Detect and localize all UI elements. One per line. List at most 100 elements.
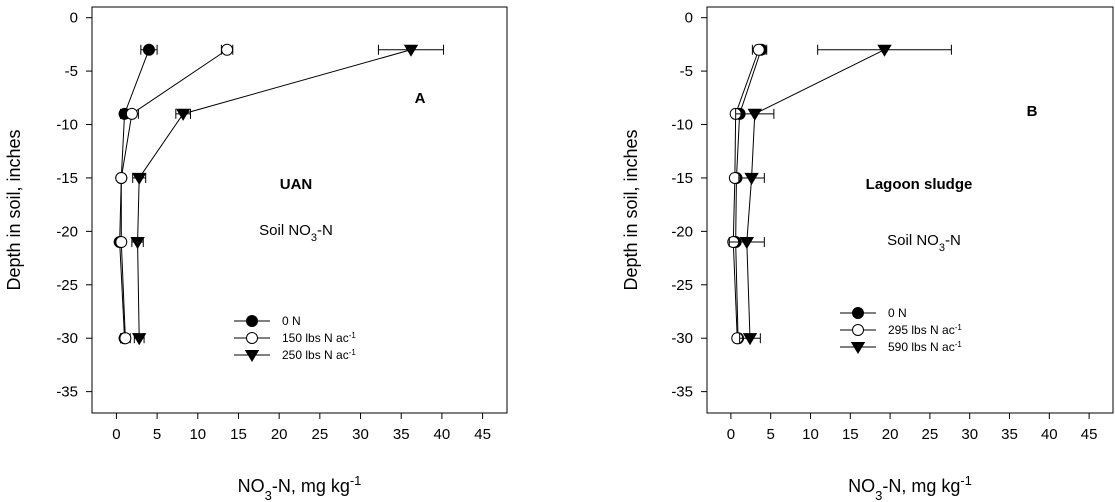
y-tick-label: -5: [65, 63, 78, 80]
y-tick-label: -35: [671, 384, 693, 401]
x-tick-label: 45: [1081, 426, 1098, 443]
y-axis-title: Depth in soil, inches: [621, 129, 641, 290]
legend: 0 N 150 lbs N ac-1 250 lbs N ac-1: [234, 314, 356, 363]
subscript: 3: [939, 242, 945, 254]
subscript: 3: [265, 488, 272, 502]
x-tick-label: 45: [474, 426, 491, 443]
data-point: [877, 44, 892, 57]
y-tick-label: 0: [70, 10, 78, 27]
series-1: [113, 43, 158, 345]
y-tick-label: -35: [56, 384, 78, 401]
superscript: -1: [955, 323, 963, 332]
series-line: [746, 49, 885, 339]
legend-marker: [850, 341, 866, 355]
x-tick-label: 5: [153, 426, 161, 443]
data-point: [131, 333, 147, 346]
data-point: [175, 108, 191, 121]
legend-marker: [852, 307, 864, 319]
x-tick-label: 5: [767, 426, 775, 443]
text-run: -N: [945, 232, 961, 249]
text-run: NO: [848, 476, 875, 496]
subscript: 3: [875, 488, 882, 502]
text-run: -N, mg kg: [882, 476, 960, 496]
data-point: [115, 236, 128, 249]
legend-label: 0 N: [888, 306, 907, 320]
text-run: 250 lbs N ac: [282, 348, 349, 362]
superscript: -1: [350, 473, 362, 488]
x-axis-title: NO3-N, mg kg-1: [238, 473, 362, 502]
annotation-text: Soil NO3-N: [259, 222, 333, 244]
y-tick-label: 0: [685, 10, 693, 27]
text-run: -N: [317, 222, 333, 239]
y-tick-label: -15: [56, 170, 78, 187]
treatment-title: Lagoon sludge: [866, 176, 973, 193]
y-tick-label: -10: [671, 117, 693, 134]
legend-label: 150 lbs N ac-1: [282, 331, 356, 346]
y-tick-label: -20: [671, 223, 693, 240]
text-run: Soil NO: [259, 222, 311, 239]
data-point: [130, 237, 145, 250]
data-point: [115, 171, 128, 184]
x-tick-label: 20: [271, 426, 288, 443]
subscript: 3: [311, 232, 317, 244]
legend-label: 250 lbs N ac-1: [282, 348, 356, 363]
text-run: Soil NO: [887, 232, 939, 249]
x-tick-label: 15: [230, 426, 247, 443]
x-tick-label: 10: [802, 426, 819, 443]
x-tick-label: 20: [882, 426, 899, 443]
y-axis-title: Depth in soil, inches: [4, 129, 24, 290]
legend-marker: [852, 324, 864, 336]
y-tick-label: -5: [680, 63, 693, 80]
data-point: [131, 172, 147, 185]
superscript: -1: [349, 331, 357, 340]
data-point: [742, 333, 758, 346]
x-tick-label: 10: [189, 426, 206, 443]
panel-letter: A: [415, 90, 426, 107]
series-3: [728, 44, 952, 346]
series-line: [119, 49, 150, 339]
text-run: NO: [238, 476, 265, 496]
x-tick-label: 40: [434, 426, 451, 443]
panel-letter: B: [1027, 103, 1038, 120]
y-tick-label: -15: [671, 170, 693, 187]
x-tick-label: 0: [112, 426, 120, 443]
y-tick-label: -25: [56, 277, 78, 294]
superscript: -1: [955, 340, 963, 349]
plot-frame: [91, 6, 508, 414]
y-tick-label: -10: [56, 117, 78, 134]
superscript: -1: [349, 348, 357, 357]
data-point: [125, 107, 138, 120]
y-tick-label: -30: [671, 330, 693, 347]
x-tick-label: 25: [922, 426, 939, 443]
data-point: [142, 43, 155, 56]
data-point: [119, 332, 132, 345]
x-tick-label: 35: [1001, 426, 1018, 443]
x-tick-label: 40: [1041, 426, 1058, 443]
legend-label: 295 lbs N ac-1: [888, 323, 962, 338]
series-line: [137, 49, 412, 339]
x-tick-label: 0: [727, 426, 735, 443]
y-tick-label: -20: [56, 223, 78, 240]
series-2: [727, 43, 766, 345]
y-tick-label: -25: [671, 277, 693, 294]
data-point: [739, 237, 755, 250]
data-point: [221, 43, 234, 56]
y-tick-label: -30: [56, 330, 78, 347]
plot-frame: [706, 6, 1114, 414]
text-run: 590 lbs N ac: [888, 340, 955, 354]
text-run: -N, mg kg: [272, 476, 350, 496]
legend-marker: [246, 315, 258, 327]
series-3: [130, 44, 445, 346]
data-point: [744, 172, 759, 185]
series-line: [120, 49, 228, 339]
legend-marker: [246, 332, 258, 344]
legend-label: 0 N: [282, 314, 301, 328]
treatment-title: UAN: [280, 176, 313, 193]
text-run: 295 lbs N ac: [888, 323, 955, 337]
x-tick-label: 25: [311, 426, 328, 443]
x-tick-label: 35: [393, 426, 410, 443]
data-point: [752, 43, 765, 56]
annotation-text: Soil NO3-N: [887, 232, 961, 254]
